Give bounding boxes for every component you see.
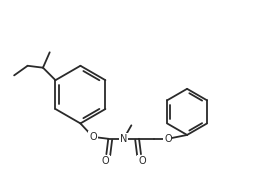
Text: O: O (138, 156, 146, 166)
Text: N: N (120, 134, 127, 144)
Text: O: O (164, 134, 172, 144)
Text: O: O (89, 132, 97, 142)
Text: O: O (102, 156, 109, 166)
